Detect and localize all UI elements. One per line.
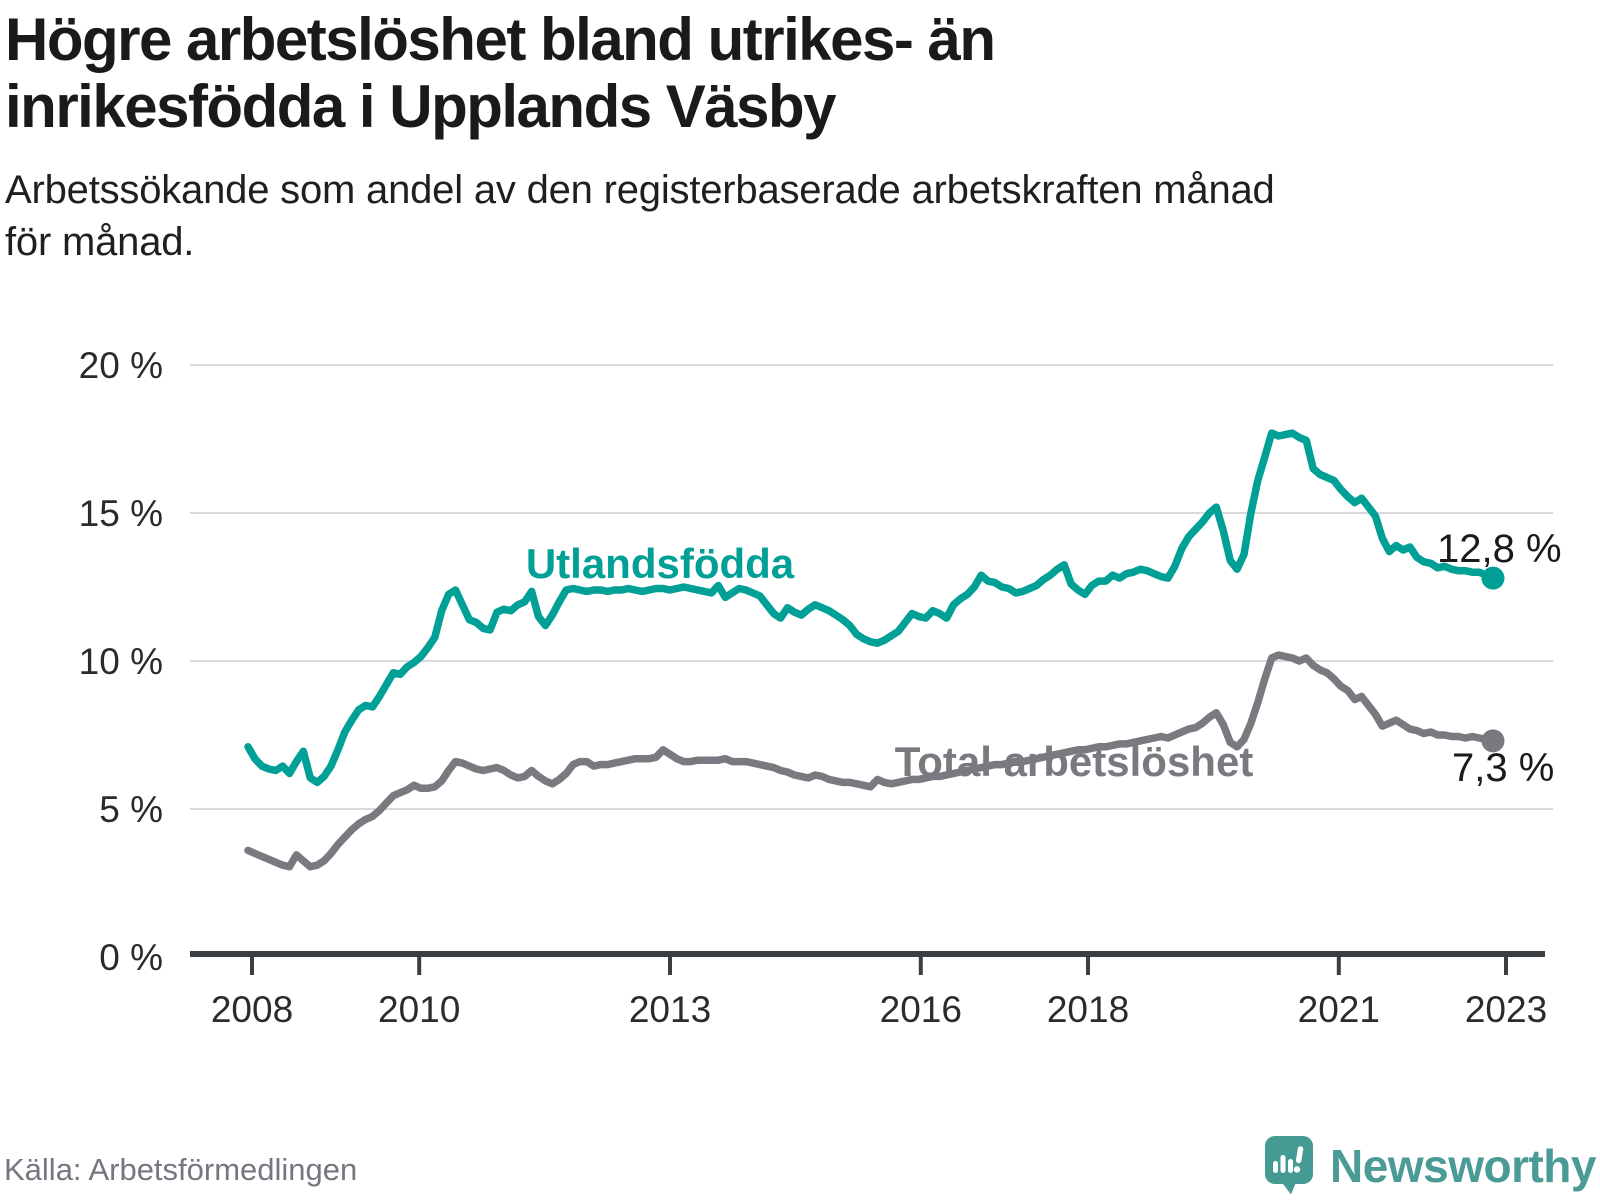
end-value-label-total: 7,3 %	[1452, 746, 1554, 790]
page-subtitle: Arbetssökande som andel av den registerb…	[5, 168, 1275, 265]
series-line-utlandsfodda	[244, 429, 1497, 787]
chart-area: 20 % 15 % 10 % 5 % 0 % 2008 2010 2013 2016 2018 20…	[0, 330, 1600, 1030]
end-dot-utlandsfodda	[1481, 566, 1505, 590]
x-tick-label-2010: 2010	[378, 989, 460, 1030]
x-tick-label-2008: 2008	[211, 989, 293, 1030]
y-tick-label-5: 5 %	[99, 789, 163, 830]
source-note: Källa: Arbetsförmedlingen	[4, 1152, 358, 1187]
x-tick-label-2023: 2023	[1465, 989, 1547, 1030]
end-dot-total	[1481, 729, 1505, 753]
newsworthy-wordmark: Newsworthy	[1330, 1139, 1596, 1192]
series-label-utlandsfodda: Utlandsfödda	[526, 540, 795, 587]
y-tick-label-15: 15 %	[79, 493, 163, 534]
y-tick-label-10: 10 %	[79, 641, 163, 682]
y-tick-label-20: 20 %	[79, 345, 163, 386]
y-tick-label-0: 0 %	[99, 937, 163, 978]
x-tick-label-2018: 2018	[1047, 989, 1129, 1030]
x-tick-label-2016: 2016	[880, 989, 962, 1030]
series-label-total: Total arbetslöshet	[895, 738, 1254, 785]
newsworthy-logo: Newsworthy	[1265, 1136, 1596, 1195]
x-tick-label-2013: 2013	[629, 989, 711, 1030]
page-title: Högre arbetslöshet bland utrikes- än inr…	[5, 6, 996, 141]
end-value-label-utlandsfodda: 12,8 %	[1437, 527, 1562, 571]
series-line-total	[244, 651, 1497, 871]
x-tick-label-2021: 2021	[1298, 989, 1380, 1030]
newsworthy-logo-icon	[1265, 1136, 1314, 1195]
line-chart: 20 % 15 % 10 % 5 % 0 % 2008 2010 2013 2016 2018 20…	[79, 345, 1562, 1030]
chart-header: Högre arbetslöshet bland utrikes- än inr…	[5, 6, 1565, 268]
